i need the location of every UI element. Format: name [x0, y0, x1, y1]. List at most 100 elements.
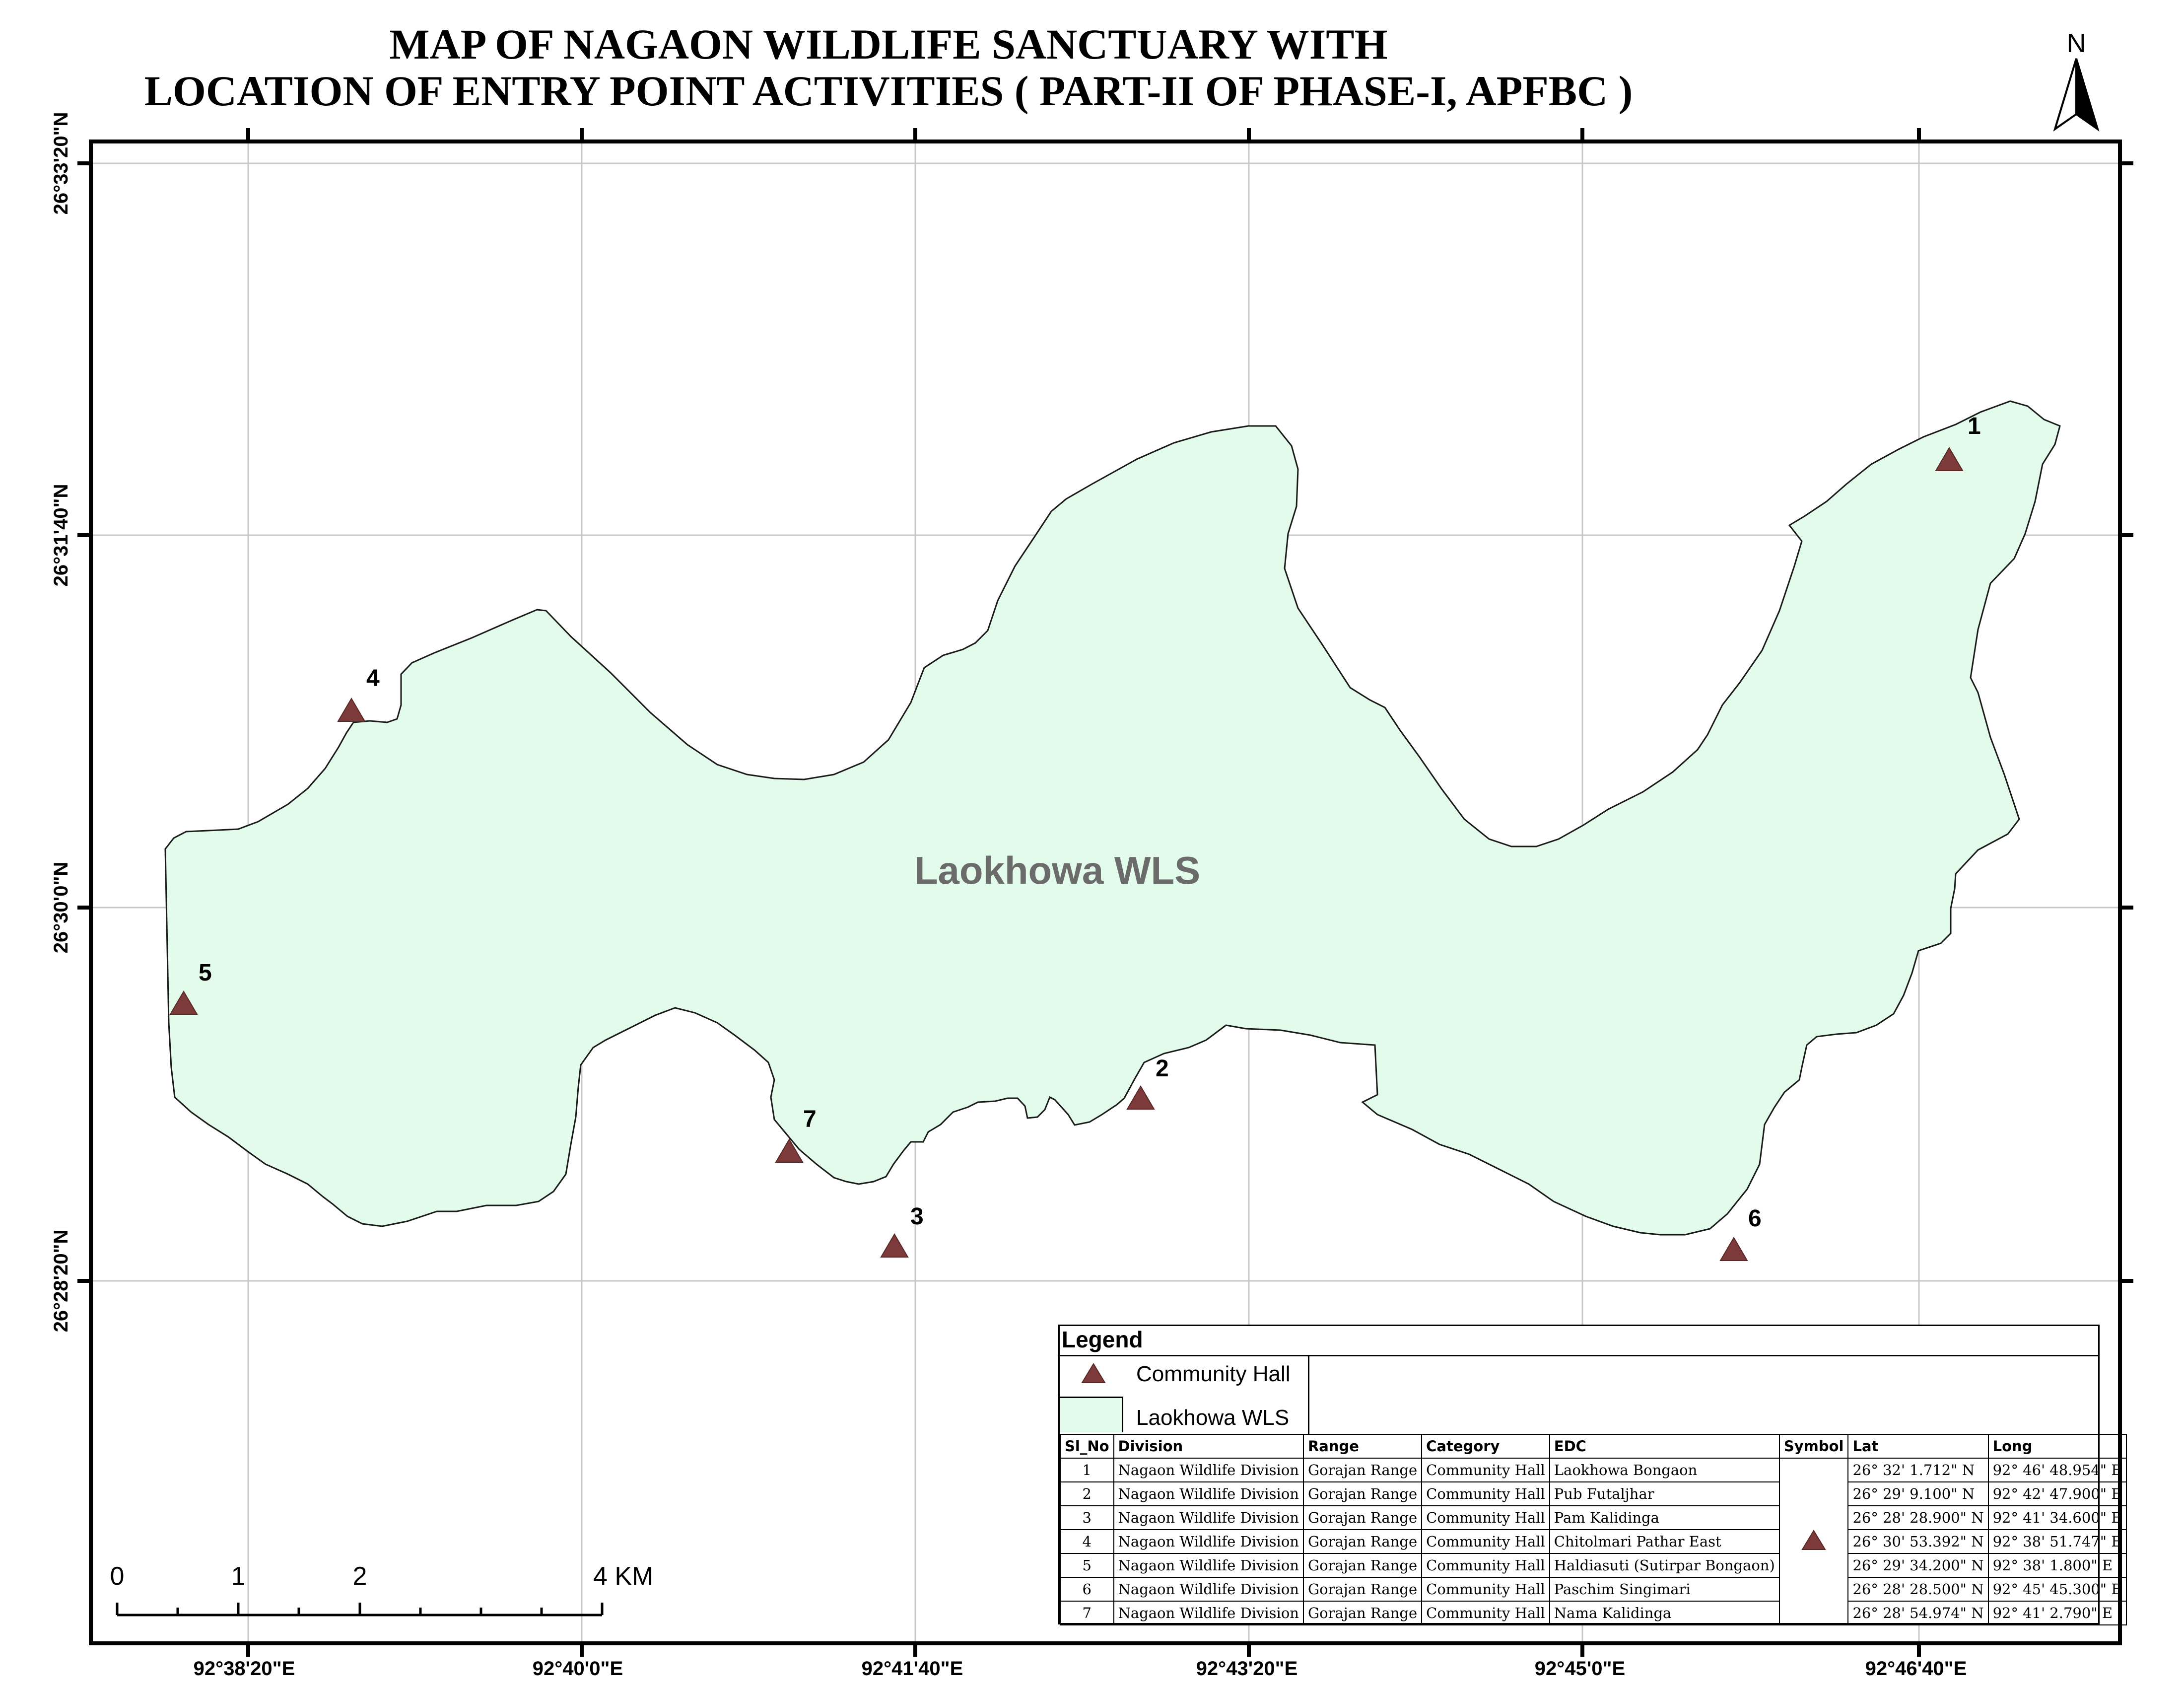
cell-category: Community Hall	[1421, 1481, 1550, 1506]
cell-long: 92° 38' 51.747" E	[1987, 1529, 2127, 1554]
cell-sl: 1	[1060, 1458, 1114, 1482]
cell-lat: 26° 29' 9.100" N	[1847, 1481, 1989, 1506]
community-hall-triangle-icon	[775, 1138, 804, 1163]
legend-divider	[1060, 1355, 2098, 1356]
cell-range: Gorajan Range	[1302, 1577, 1423, 1602]
point-label: 7	[803, 1106, 817, 1132]
cell-edc: Haldiasuti (Sutirpar Bongaon)	[1549, 1553, 1780, 1578]
cell-division: Nagaon Wildlife Division	[1113, 1529, 1304, 1554]
point-label: 6	[1748, 1205, 1762, 1232]
north-arrow-letter: N	[2067, 28, 2086, 58]
point-label: 5	[199, 960, 212, 986]
community-hall-triangle-icon	[337, 698, 366, 722]
cell-division: Nagaon Wildlife Division	[1113, 1481, 1304, 1506]
point-label: 2	[1156, 1055, 1169, 1082]
frame-ticks	[77, 128, 2133, 1657]
table-header: Category	[1421, 1434, 1550, 1459]
longitude-label: 92°43'20"E	[1196, 1658, 1298, 1680]
point-label: 3	[910, 1203, 924, 1230]
cell-range: Gorajan Range	[1302, 1529, 1423, 1554]
cell-lat: 26° 32' 1.712" N	[1847, 1458, 1989, 1482]
cell-category: Community Hall	[1421, 1529, 1550, 1554]
longitude-label: 92°40'0"E	[533, 1658, 623, 1680]
legend-title: Legend	[1062, 1327, 1143, 1352]
cell-category: Community Hall	[1421, 1553, 1550, 1578]
cell-symbol	[1778, 1458, 1849, 1625]
point-label: 4	[366, 665, 380, 692]
latitude-label: 26°30'0"N	[50, 862, 72, 954]
cell-range: Gorajan Range	[1302, 1553, 1423, 1578]
table-header-row: Sl_No Division Range Category EDC Symbol…	[1060, 1434, 2127, 1459]
community-hall-triangle-icon	[169, 990, 198, 1015]
north-arrow-icon: N	[2053, 28, 2100, 132]
community-hall-point-3: 3	[880, 1203, 924, 1258]
cell-long: 92° 41' 2.790" E	[1987, 1601, 2127, 1625]
cell-range: Gorajan Range	[1302, 1458, 1423, 1482]
community-hall-point-4: 4	[337, 665, 380, 722]
cell-sl: 3	[1060, 1505, 1114, 1530]
community-hall-point-1: 1	[1935, 413, 1981, 471]
table-header: Long	[1987, 1434, 2127, 1459]
latitude-label: 26°33'20"N	[50, 112, 72, 215]
longitude-label: 92°41'40"E	[862, 1658, 963, 1680]
cell-long: 92° 45' 45.300" E	[1987, 1577, 2127, 1602]
cell-range: Gorajan Range	[1302, 1481, 1423, 1506]
table-row: 2 Nagaon Wildlife Division Gorajan Range…	[1060, 1481, 2127, 1506]
community-hall-triangle-icon	[1081, 1363, 1106, 1383]
wls-area-swatch	[1060, 1397, 1123, 1432]
cell-sl: 4	[1060, 1529, 1114, 1554]
cell-edc: Paschim Singimari	[1549, 1577, 1780, 1602]
cell-division: Nagaon Wildlife Division	[1113, 1458, 1304, 1482]
cell-edc: Nama Kalidinga	[1549, 1601, 1780, 1625]
community-hall-triangle-icon	[1719, 1237, 1748, 1261]
longitude-label: 92°45'0"E	[1535, 1658, 1625, 1680]
cell-division: Nagaon Wildlife Division	[1113, 1505, 1304, 1530]
scale-label: 4 KM	[593, 1562, 653, 1591]
cell-edc: Pam Kalidinga	[1549, 1505, 1780, 1530]
latitude-label: 26°28'20"N	[50, 1230, 72, 1333]
legend-divider	[1308, 1355, 1309, 1434]
cell-edc: Laokhowa Bongaon	[1549, 1458, 1780, 1482]
cell-long: 92° 41' 34.600" E	[1987, 1505, 2127, 1530]
cell-edc: Pub Futaljhar	[1549, 1481, 1780, 1506]
cell-category: Community Hall	[1421, 1577, 1550, 1602]
longitude-label: 92°38'20"E	[194, 1658, 295, 1680]
cell-sl: 6	[1060, 1577, 1114, 1602]
table-row: 1 Nagaon Wildlife Division Gorajan Range…	[1060, 1458, 2127, 1625]
cell-lat: 26° 29' 34.200" N	[1847, 1553, 1989, 1578]
community-hall-point-2: 2	[1126, 1055, 1169, 1110]
community-hall-point-5: 5	[169, 960, 212, 1015]
cell-sl: 5	[1060, 1553, 1114, 1578]
cell-long: 92° 42' 47.900" E	[1987, 1481, 2127, 1506]
cell-division: Nagaon Wildlife Division	[1113, 1577, 1304, 1602]
map-title-line2: LOCATION OF ENTRY POINT ACTIVITIES ( PAR…	[144, 67, 1633, 115]
table-row: 5 Nagaon Wildlife Division Gorajan Range…	[1060, 1553, 2127, 1578]
community-hall-triangle-icon	[880, 1233, 909, 1258]
legend-item-label: Laokhowa WLS	[1136, 1406, 1290, 1430]
community-hall-point-7: 7	[775, 1106, 817, 1163]
map-title-line1: MAP OF NAGAON WILDLIFE SANCTUARY WITH	[389, 20, 1387, 68]
cell-lat: 26° 28' 54.974" N	[1847, 1601, 1989, 1625]
cell-division: Nagaon Wildlife Division	[1113, 1601, 1304, 1625]
community-hall-triangle-icon	[1801, 1529, 1826, 1550]
cell-edc: Chitolmari Pathar East	[1549, 1529, 1780, 1554]
table-header: Sl_No	[1060, 1434, 1114, 1459]
cell-long: 92° 46' 48.954" E	[1987, 1458, 2127, 1482]
cell-lat: 26° 28' 28.500" N	[1847, 1577, 1989, 1602]
latitude-label: 26°31'40"N	[50, 484, 72, 587]
table-row: 3 Nagaon Wildlife Division Gorajan Range…	[1060, 1505, 2127, 1530]
table-header: Division	[1113, 1434, 1304, 1459]
scale-label: 2	[353, 1562, 367, 1591]
scale-label: 0	[110, 1562, 125, 1591]
legend-item-label: Community Hall	[1136, 1362, 1291, 1386]
cell-category: Community Hall	[1421, 1601, 1550, 1625]
scale-label: 1	[231, 1562, 246, 1591]
cell-category: Community Hall	[1421, 1505, 1550, 1530]
cell-range: Gorajan Range	[1302, 1505, 1423, 1530]
table-header: EDC	[1549, 1434, 1780, 1459]
cell-lat: 26° 30' 53.392" N	[1847, 1529, 1989, 1554]
cell-range: Gorajan Range	[1302, 1601, 1423, 1625]
scale-bar	[116, 1603, 604, 1617]
table-row: 7 Nagaon Wildlife Division Gorajan Range…	[1060, 1601, 2127, 1625]
area-label: Laokhowa WLS	[914, 848, 1200, 892]
